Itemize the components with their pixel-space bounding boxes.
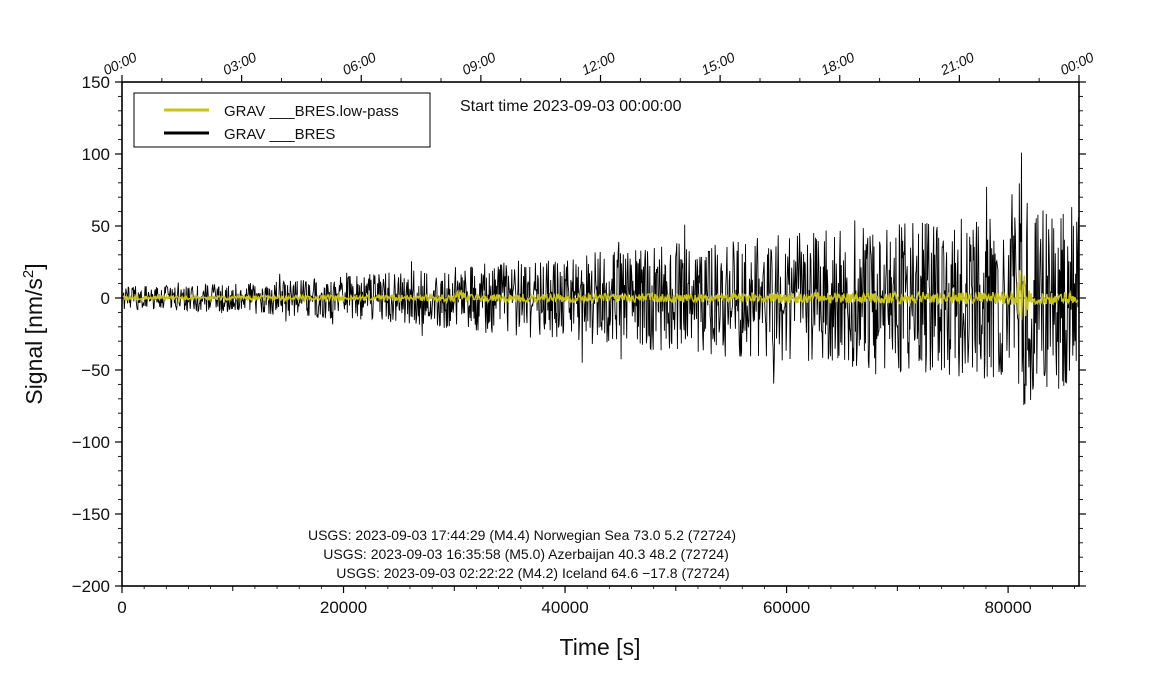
annotation-azerbaijan: USGS: 2023-09-03 16:35:58 (M5.0) Azerbai…	[323, 546, 728, 562]
y-axis-title-close: ]	[21, 263, 47, 269]
legend-label-lowpass: GRAV ___BRES.low-pass	[224, 103, 399, 120]
y-axis-title-sup: 2	[20, 270, 37, 278]
y-tick-label: 50	[91, 217, 110, 236]
y-tick-label: −50	[81, 361, 110, 380]
x-tick-label: 40000	[541, 598, 588, 617]
annotation-iceland: USGS: 2023-09-03 02:22:22 (M4.2) Iceland…	[336, 565, 729, 581]
legend: GRAV ___BRES.low-pass GRAV ___BRES	[133, 92, 431, 148]
x-tick-label: 0	[117, 598, 126, 617]
x-tick-label: 80000	[984, 598, 1031, 617]
y-tick-label: 100	[82, 145, 110, 164]
x-tick-label: 20000	[320, 598, 367, 617]
legend-label-raw: GRAV ___BRES	[224, 126, 335, 143]
series-lowpass-line	[122, 270, 1080, 320]
y-tick-label: 0	[101, 289, 110, 308]
y-tick-label: 150	[82, 73, 110, 92]
x-axis-title: Time [s]	[560, 634, 641, 660]
y-axis-title-main: Signal [nm/s	[21, 278, 47, 405]
y-tick-label: −200	[72, 577, 110, 596]
legend-box	[133, 92, 431, 148]
plot-frame	[121, 81, 1080, 587]
series-raw-line	[121, 152, 1080, 406]
y-axis-title: Signal [nm/s2]	[20, 263, 47, 404]
series-layer	[121, 152, 1080, 406]
start-time-label: Start time 2023-09-03 00:00:00	[460, 98, 682, 115]
y-tick-label: −100	[72, 433, 110, 452]
x-tick-label: 60000	[763, 598, 810, 617]
y-tick-label: −150	[72, 505, 110, 524]
annotation-norwegian-sea: USGS: 2023-09-03 17:44:29 (M4.4) Norwegi…	[308, 527, 736, 543]
earthquake-annotations: USGS: 2023-09-03 17:44:29 (M4.4) Norwegi…	[308, 527, 736, 581]
